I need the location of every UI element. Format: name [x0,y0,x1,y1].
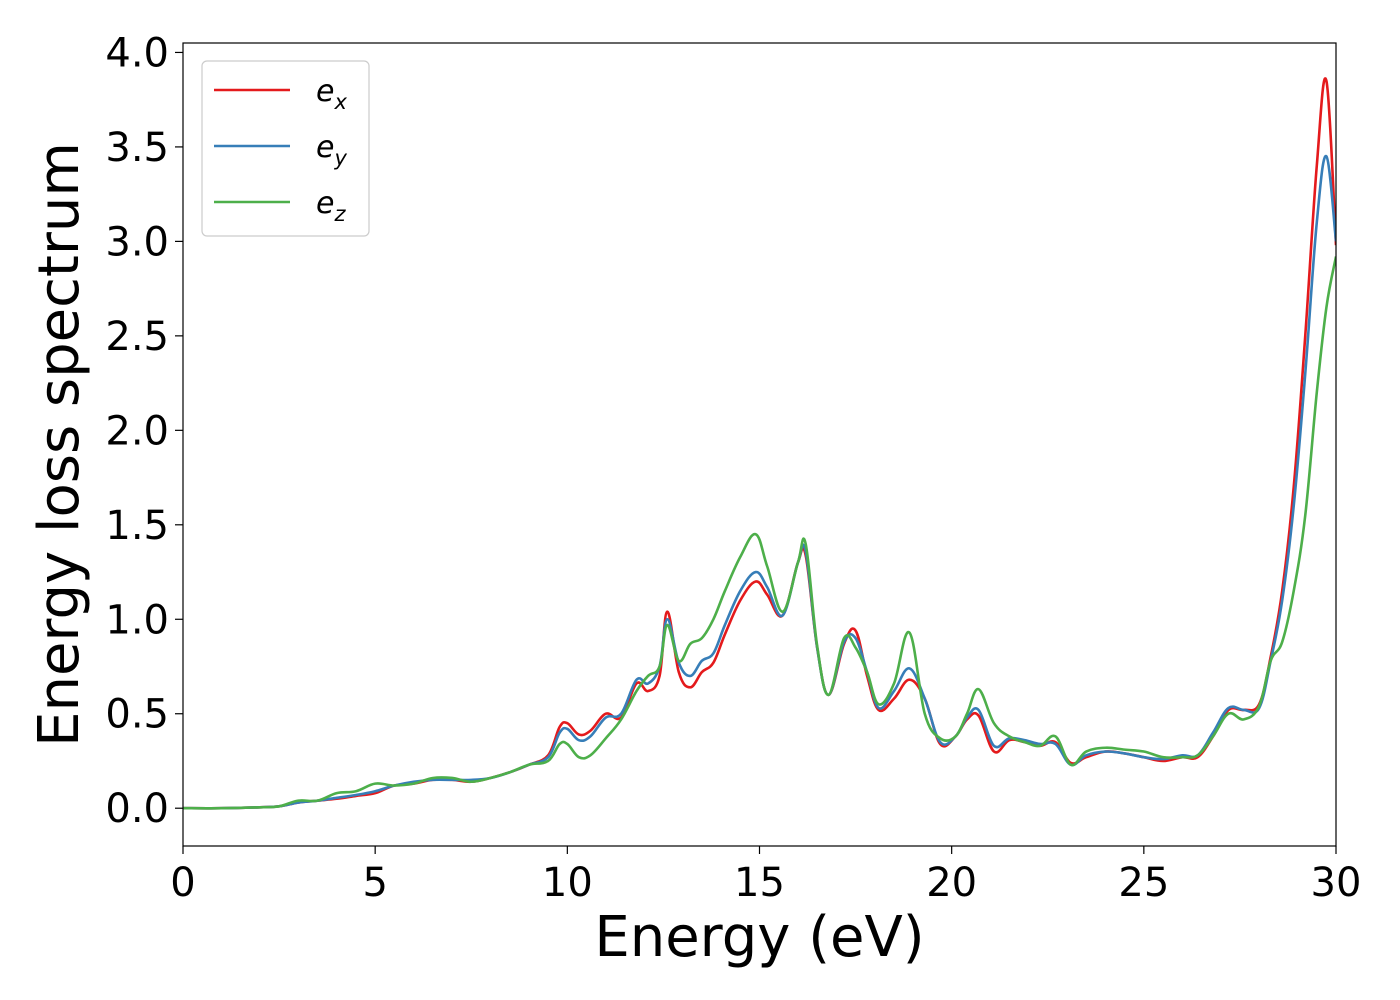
axes: 0 5 10 15 20 25 30 0.0 0.5 1.0 1.5 2.0 2.5 3.0 3.5 4.0 [105,30,1361,906]
x-tick-label-5: 5 [362,860,387,906]
y-tick-label-4: 4.0 [105,30,169,76]
legend-label-x: ex [316,74,347,114]
legend: ex ey ez [201,60,370,237]
x-axis-label: Energy (eV) [594,905,924,970]
x-tick-label-15: 15 [734,860,785,906]
y-tick-label-1: 1.0 [105,597,169,643]
legend-box [201,60,370,237]
legend-label-z: ez [316,186,346,226]
x-tick-label-30: 30 [1311,860,1362,906]
plot-area [183,77,1336,810]
x-tick-label-10: 10 [542,860,593,906]
y-axis-label: Energy loss spectrum [27,142,92,747]
x-tick-label-20: 20 [926,860,977,906]
y-tick-label-2: 2.0 [105,408,169,454]
x-tick-label-25: 25 [1118,860,1169,906]
y-tick-label-3: 3.0 [105,219,169,265]
x-tick-label-0: 0 [170,860,195,906]
legend-label-y: ey [316,130,347,170]
y-tick-label-1.5: 1.5 [105,503,169,549]
y-tick-label-3.5: 3.5 [105,125,169,171]
y-tick-label-2.5: 2.5 [105,314,169,360]
series-line-z [183,256,1336,810]
series-line-y [183,155,1336,810]
y-tick-label-0.5: 0.5 [105,692,169,738]
y-tick-label-0: 0.0 [105,786,169,832]
